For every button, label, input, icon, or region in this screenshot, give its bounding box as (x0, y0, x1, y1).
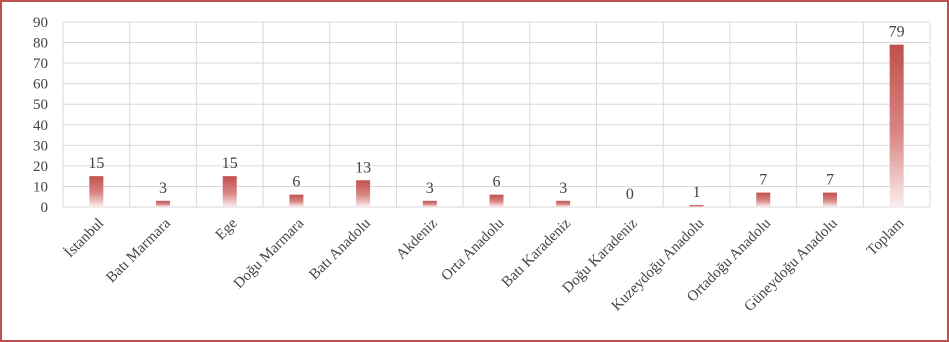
data-label: 3 (559, 180, 567, 197)
x-category-label: Batı Anadolu (306, 215, 374, 283)
bars (89, 44, 904, 207)
data-label: 7 (826, 172, 834, 189)
y-axis: 0 10 20 30 40 50 60 70 80 90 (33, 15, 48, 216)
y-tick-label: 40 (33, 118, 48, 134)
y-tick-label: 30 (33, 138, 48, 154)
data-label: 3 (159, 180, 167, 197)
data-label: 7 (759, 172, 767, 189)
x-category-label: Ege (213, 215, 241, 243)
data-label: 3 (426, 180, 434, 197)
y-tick-label: 60 (33, 77, 48, 93)
x-category-label: Batı Karadeniz (499, 215, 574, 290)
data-label: 15 (222, 155, 238, 172)
y-tick-label: 10 (33, 179, 48, 195)
x-category-label: Toplam (864, 215, 908, 259)
bar (556, 200, 571, 207)
bar (422, 200, 437, 207)
data-label: 15 (88, 155, 104, 172)
bar (489, 194, 504, 207)
bar (756, 192, 771, 207)
x-category-label: Orta Anadolu (439, 215, 508, 284)
y-tick-label: 80 (33, 36, 48, 52)
data-label: 1 (693, 184, 701, 201)
y-tick-label: 90 (33, 15, 48, 31)
x-category-label: Akdeniz (393, 215, 440, 262)
data-label: 13 (355, 159, 371, 176)
x-category-label: İstanbul (62, 216, 107, 261)
data-label: 6 (493, 174, 501, 191)
bar (356, 180, 371, 207)
bar (89, 176, 104, 207)
y-tick-label: 20 (33, 159, 48, 175)
bar (156, 200, 171, 207)
x-category-label: Doğu Marmara (231, 215, 308, 292)
data-label: 6 (292, 174, 300, 191)
y-tick-label: 0 (41, 200, 49, 216)
x-category-label: Batı Marmara (103, 215, 174, 286)
bar (889, 44, 904, 207)
gridlines (62, 21, 931, 208)
bar (689, 204, 704, 207)
bar (822, 192, 837, 207)
bar (289, 194, 304, 207)
bar (222, 176, 237, 207)
data-labels: 15 3 15 6 13 3 6 3 0 1 7 7 79 (88, 24, 904, 203)
data-label: 0 (626, 186, 634, 203)
y-tick-label: 50 (33, 97, 48, 113)
data-label: 79 (889, 24, 905, 41)
y-tick-label: 70 (33, 56, 48, 72)
